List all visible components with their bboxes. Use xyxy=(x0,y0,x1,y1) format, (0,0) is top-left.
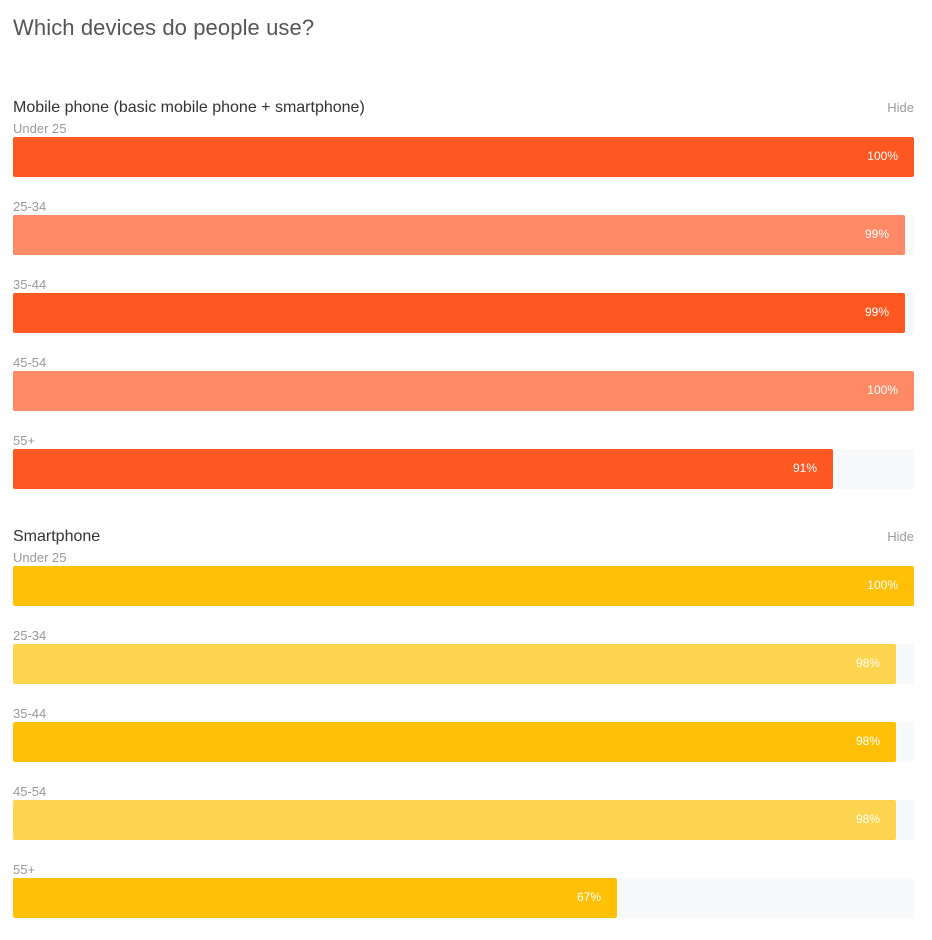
page-title: Which devices do people use? xyxy=(13,15,315,40)
bar[interactable]: 91% xyxy=(13,449,833,489)
section-title: Mobile phone (basic mobile phone + smart… xyxy=(13,99,365,116)
bar-row: Under 25 100% xyxy=(13,121,914,199)
bar-track: 67% xyxy=(13,878,914,918)
bar[interactable]: 98% xyxy=(13,800,896,840)
category-label: 25-34 xyxy=(13,628,47,643)
bar-row: 55+ 67% xyxy=(13,862,914,940)
bar-value-label: 91% xyxy=(792,461,817,475)
hide-button[interactable]: Hide xyxy=(887,100,914,115)
bar-value-label: 100% xyxy=(867,383,898,397)
bar-track: 98% xyxy=(13,800,914,840)
bar-rows: Under 25 100% 25-34 99% 35-44 99% 45-54 100% 55+… xyxy=(13,121,914,511)
category-label: 35-44 xyxy=(13,706,47,721)
bar-value-label: 99% xyxy=(864,227,889,241)
bar-track: 100% xyxy=(13,137,914,177)
section-header: Smartphone Hide xyxy=(13,528,914,550)
category-label: Under 25 xyxy=(13,550,67,565)
category-label: Under 25 xyxy=(13,121,67,136)
bar-track: 98% xyxy=(13,722,914,762)
chart-section-mobile-phone: Mobile phone (basic mobile phone + smart… xyxy=(13,99,914,511)
bar-value-label: 98% xyxy=(855,734,880,748)
bar-row: 25-34 98% xyxy=(13,628,914,706)
category-label: 55+ xyxy=(13,433,36,448)
bar-value-label: 100% xyxy=(867,578,898,592)
category-label: 55+ xyxy=(13,862,36,877)
bar-value-label: 98% xyxy=(855,812,880,826)
bar-track: 100% xyxy=(13,371,914,411)
bar[interactable]: 100% xyxy=(13,137,914,177)
bar-track: 100% xyxy=(13,566,914,606)
bar[interactable]: 99% xyxy=(13,293,905,333)
bar-row: Under 25 100% xyxy=(13,550,914,628)
bar[interactable]: 67% xyxy=(13,878,617,918)
hide-button[interactable]: Hide xyxy=(887,529,914,544)
bar[interactable]: 100% xyxy=(13,566,914,606)
bar-track: 99% xyxy=(13,293,914,333)
bar[interactable]: 100% xyxy=(13,371,914,411)
section-header: Mobile phone (basic mobile phone + smart… xyxy=(13,99,914,121)
bar-value-label: 100% xyxy=(867,149,898,163)
bar-track: 99% xyxy=(13,215,914,255)
bar-row: 25-34 99% xyxy=(13,199,914,277)
bar-track: 98% xyxy=(13,644,914,684)
bar-value-label: 67% xyxy=(576,890,601,904)
bar-rows: Under 25 100% 25-34 98% 35-44 98% 45-54 98% 55+ 6… xyxy=(13,550,914,940)
bar-track: 91% xyxy=(13,449,914,489)
bar-value-label: 98% xyxy=(855,656,880,670)
category-label: 25-34 xyxy=(13,199,47,214)
bar-row: 45-54 98% xyxy=(13,784,914,862)
section-title: Smartphone xyxy=(13,528,101,545)
category-label: 45-54 xyxy=(13,355,47,370)
bar-row: 55+ 91% xyxy=(13,433,914,511)
chart-section-smartphone: Smartphone Hide Under 25 100% 25-34 98% 35-4… xyxy=(13,528,914,940)
bar[interactable]: 98% xyxy=(13,722,896,762)
category-label: 45-54 xyxy=(13,784,47,799)
bar-row: 45-54 100% xyxy=(13,355,914,433)
category-label: 35-44 xyxy=(13,277,47,292)
bar[interactable]: 98% xyxy=(13,644,896,684)
bar-row: 35-44 99% xyxy=(13,277,914,355)
bar-value-label: 99% xyxy=(864,305,889,319)
bar[interactable]: 99% xyxy=(13,215,905,255)
bar-row: 35-44 98% xyxy=(13,706,914,784)
